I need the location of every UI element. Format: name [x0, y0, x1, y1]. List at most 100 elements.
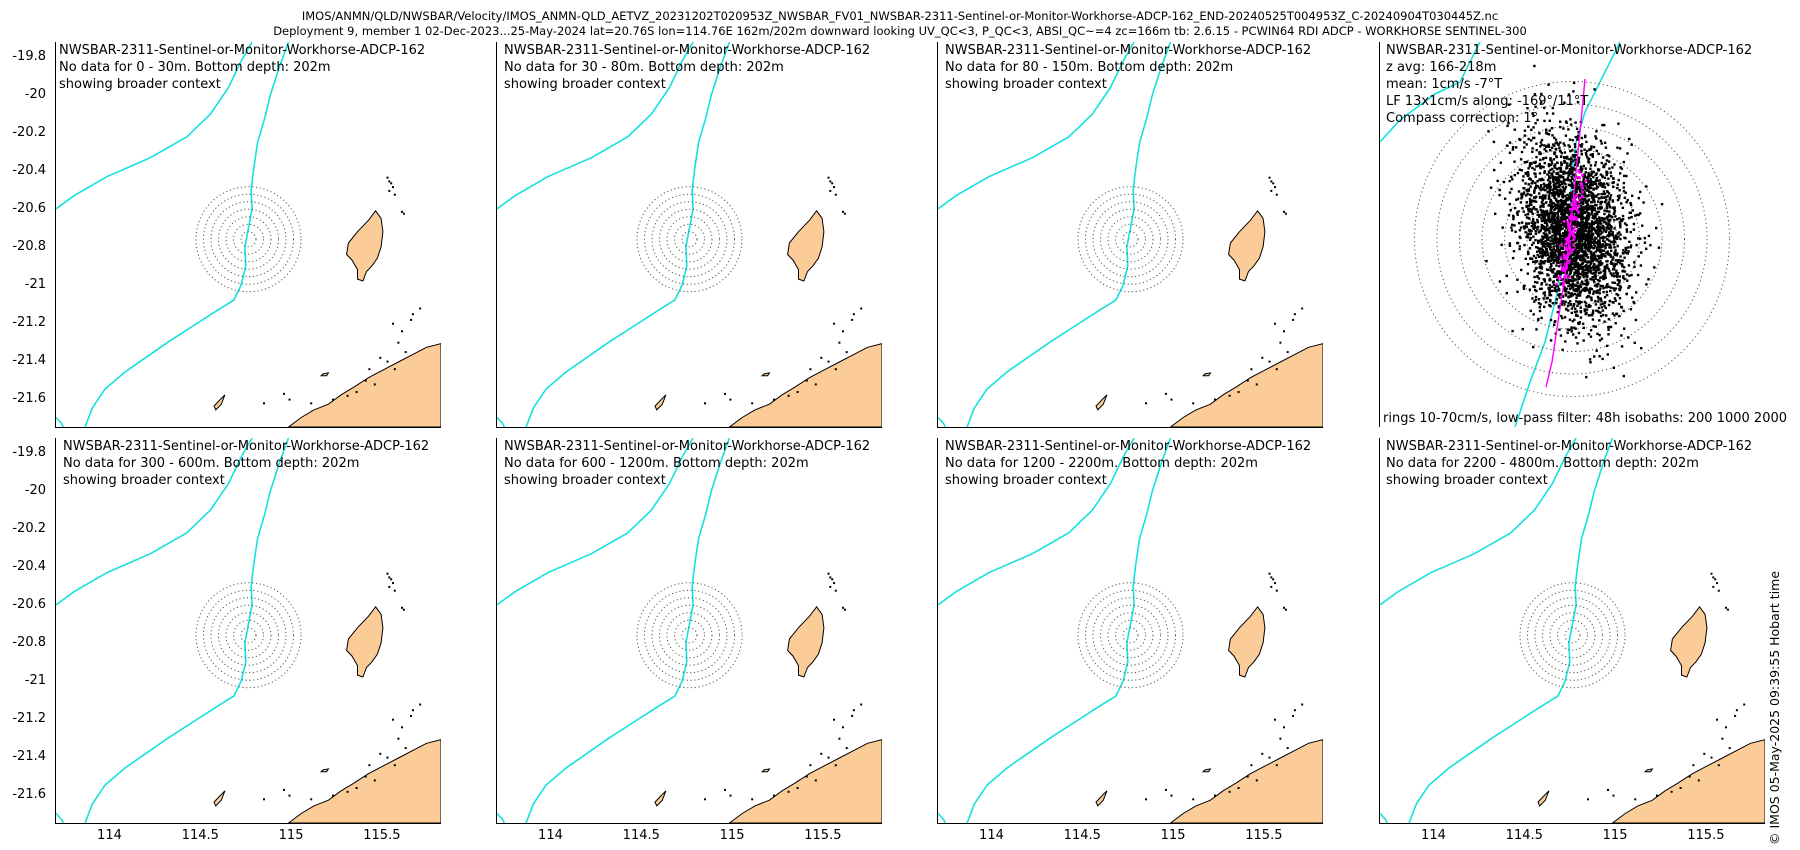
- current-scatter-panel-150-300m[interactable]: NWSBAR-2311-Sentinel-or-Monitor-Workhors…: [1379, 42, 1765, 427]
- islet-marker: [1656, 794, 1658, 797]
- speed-ring: [240, 231, 257, 248]
- small-island: [654, 394, 667, 411]
- panel-context-note: showing broader context: [945, 473, 1107, 488]
- islet-marker: [833, 582, 835, 585]
- islet-marker: [814, 779, 817, 782]
- panel-context-note: showing broader context: [59, 77, 221, 92]
- map-panel-30-80m[interactable]: NWSBAR-2311-Sentinel-or-Monitor-Workhors…: [496, 42, 882, 428]
- islet-marker: [386, 176, 389, 179]
- map-canvas: [1380, 42, 1730, 427]
- panel-title: NWSBAR-2311-Sentinel-or-Monitor-Workhors…: [63, 439, 430, 454]
- speed-ring: [644, 193, 735, 285]
- map-panel-300-600m[interactable]: NWSBAR-2311-Sentinel-or-Monitor-Workhors…: [55, 438, 441, 824]
- islet-marker: [401, 330, 403, 333]
- latitude-tick-label: -20: [24, 87, 46, 103]
- panel-title: NWSBAR-2311-Sentinel-or-Monitor-Workhors…: [1386, 43, 1753, 58]
- islet-marker: [787, 790, 790, 793]
- map-panel-600-1200m[interactable]: NWSBAR-2311-Sentinel-or-Monitor-Workhors…: [496, 438, 882, 824]
- speed-ring: [666, 612, 713, 659]
- islet-marker: [1286, 351, 1289, 354]
- islet-marker: [1710, 756, 1713, 759]
- islet-marker: [851, 714, 854, 717]
- islet-marker: [1634, 798, 1637, 801]
- islet-marker: [1214, 398, 1216, 401]
- islet-marker: [379, 752, 382, 755]
- island-barrow: [346, 605, 384, 678]
- islet-marker: [1284, 212, 1287, 215]
- panel-depth-note: No data for 300 - 600m. Bottom depth: 20…: [63, 456, 360, 471]
- islet-marker: [829, 180, 832, 183]
- rings-filter-note: rings 10-70cm/s, low-pass filter: 48h is…: [1383, 411, 1788, 426]
- longitude-tick-label: 115.5: [363, 828, 401, 843]
- islet-marker: [1228, 790, 1231, 793]
- islet-marker: [1743, 703, 1746, 706]
- islet-marker: [1237, 787, 1240, 789]
- islet-marker: [393, 368, 396, 371]
- islet-marker: [1268, 572, 1271, 575]
- islet-marker: [411, 709, 414, 712]
- speed-ring: [218, 604, 279, 666]
- islet-marker: [1301, 307, 1304, 310]
- islet-marker: [386, 756, 389, 759]
- islet-marker: [288, 398, 291, 401]
- coastline-mainland: [1169, 739, 1323, 823]
- islet-marker: [1714, 578, 1717, 581]
- islet-marker: [1735, 709, 1738, 712]
- islet-marker: [392, 322, 394, 325]
- isobath-line: [497, 438, 694, 606]
- speed-ring: [1519, 582, 1626, 689]
- small-island: [319, 372, 330, 377]
- panel-depth-note: No data for 80 - 150m. Bottom depth: 202…: [945, 60, 1234, 75]
- islet-marker: [386, 572, 389, 575]
- islet-marker: [845, 747, 848, 750]
- speed-ring: [1534, 597, 1611, 674]
- latitude-tick-label: -20.4: [12, 558, 46, 574]
- speed-ring: [666, 216, 713, 263]
- panel-context-note: showing broader context: [63, 473, 225, 488]
- islet-marker: [388, 585, 391, 588]
- islet-marker: [1292, 714, 1295, 717]
- speed-ring: [1107, 612, 1154, 659]
- islet-marker: [1688, 775, 1691, 778]
- islet-marker: [787, 394, 790, 397]
- islet-marker: [1250, 764, 1253, 767]
- islet-marker: [419, 703, 422, 706]
- islet-marker: [773, 398, 775, 401]
- islet-marker: [704, 798, 706, 801]
- isobath-line: [938, 812, 947, 823]
- latitude-tick-label: -20.8: [12, 238, 46, 254]
- speed-ring: [636, 186, 743, 293]
- islet-marker: [809, 368, 812, 371]
- islet-marker: [1270, 189, 1273, 192]
- panel-title: NWSBAR-2311-Sentinel-or-Monitor-Workhors…: [945, 43, 1312, 58]
- longitude-tick-label: 114.5: [1505, 828, 1543, 843]
- map-panel-80-150m[interactable]: NWSBAR-2311-Sentinel-or-Monitor-Workhors…: [937, 42, 1323, 428]
- islet-marker: [388, 189, 391, 192]
- map-panel-2200-4800m[interactable]: NWSBAR-2311-Sentinel-or-Monitor-Workhors…: [1379, 438, 1765, 824]
- islet-marker: [845, 351, 848, 354]
- speed-ring: [1564, 627, 1581, 644]
- islet-marker: [829, 576, 832, 579]
- islet-marker: [1587, 798, 1589, 801]
- islet-marker: [814, 383, 817, 386]
- map-panel-1200-2200m[interactable]: NWSBAR-2311-Sentinel-or-Monitor-Workhors…: [937, 438, 1323, 824]
- islet-marker: [751, 798, 754, 801]
- map-canvas: [56, 42, 441, 427]
- islet-marker: [283, 392, 285, 395]
- speed-ring: [1557, 619, 1588, 651]
- islet-marker: [842, 210, 844, 213]
- speed-ring: [674, 619, 705, 651]
- small-island: [1201, 768, 1212, 773]
- islet-marker: [1250, 368, 1253, 371]
- isobath-line: [1380, 42, 1481, 143]
- mean-current: mean: 1cm/s -7°T: [1386, 77, 1503, 92]
- islet-marker: [1165, 392, 1167, 395]
- islet-marker: [379, 356, 382, 359]
- islet-marker: [1283, 330, 1285, 333]
- islet-marker: [1721, 737, 1724, 740]
- islet-marker: [729, 398, 732, 401]
- panel-context-note: showing broader context: [1386, 473, 1548, 488]
- islet-marker: [388, 576, 391, 579]
- islet-marker: [1692, 764, 1695, 767]
- map-panel-0-30m[interactable]: NWSBAR-2311-Sentinel-or-Monitor-Workhors…: [55, 42, 441, 428]
